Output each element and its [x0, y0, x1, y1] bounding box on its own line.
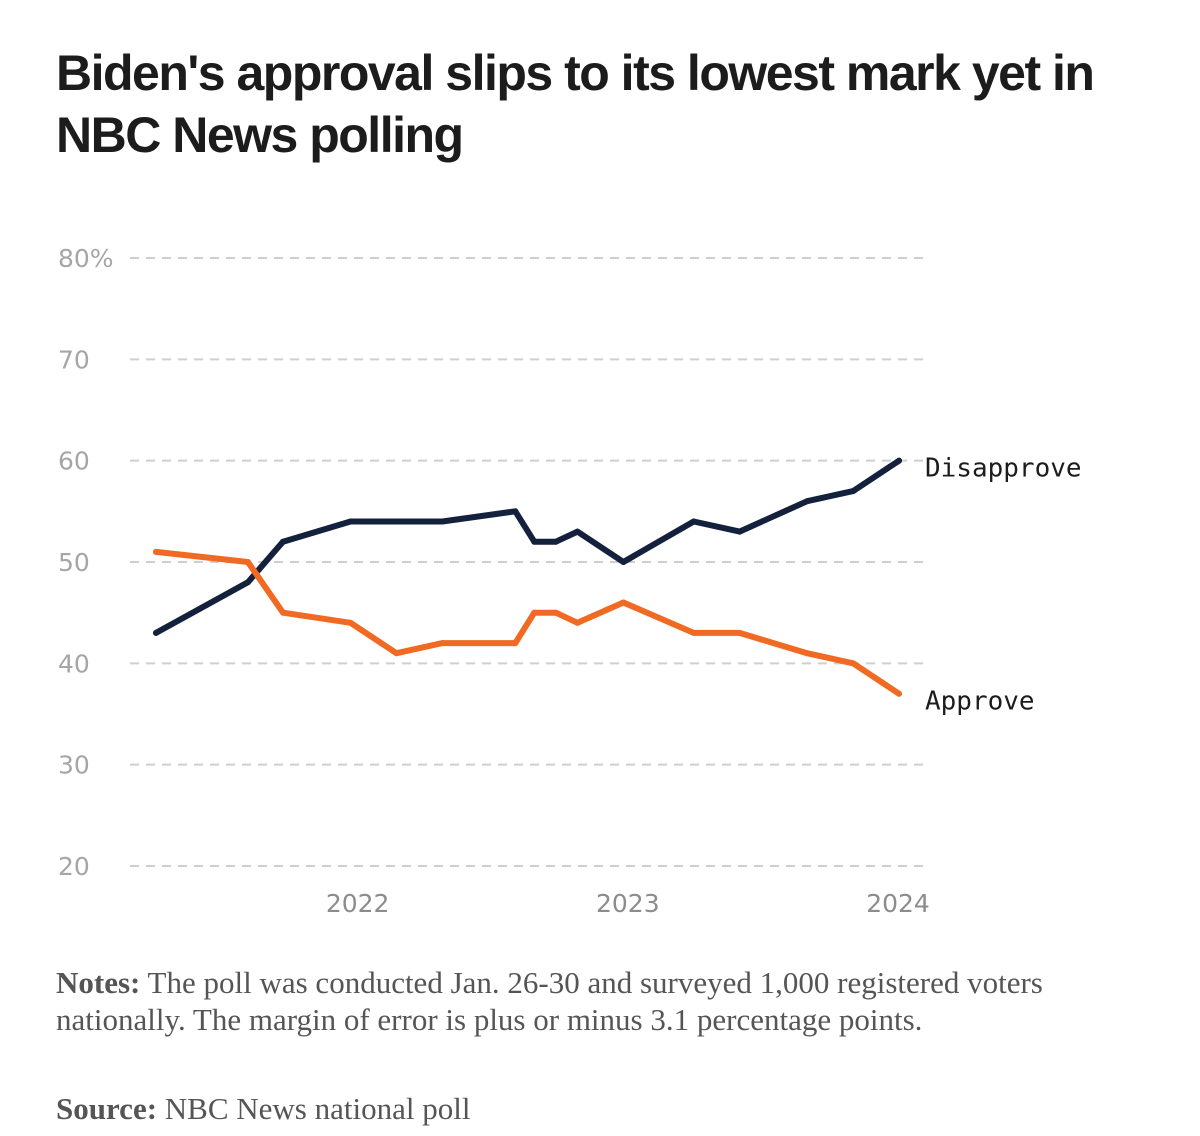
y-tick-label: 70	[58, 345, 90, 374]
y-tick-label: 60	[58, 447, 90, 476]
x-axis-ticks: 2022 2023 2024	[326, 889, 930, 918]
y-tick-label: 40	[58, 649, 90, 678]
chart-title: Biden's approval slips to its lowest mar…	[56, 45, 1095, 163]
approve-point-15	[896, 690, 902, 697]
line-chart: 20 30 40 50 60 70 80% 2022 2023 2024 Disapprove A…	[58, 244, 1082, 918]
disapprove-point-5	[512, 508, 519, 515]
disapprove-point-0	[153, 629, 159, 636]
approve-line	[153, 548, 902, 697]
disapprove-point-2	[279, 538, 286, 545]
chart-notes: Notes: The poll was conducted Jan. 26-30…	[56, 964, 1156, 1038]
approve-point-11	[690, 629, 697, 636]
disapprove-point-10	[690, 518, 697, 525]
approve-point-10	[620, 599, 627, 606]
disapprove-point-4	[439, 518, 446, 525]
approve-point-8	[552, 609, 559, 616]
x-tick-label: 2023	[596, 889, 660, 918]
approve-point-9	[574, 619, 581, 626]
approve-point-14	[850, 660, 857, 667]
disapprove-point-7	[552, 538, 559, 545]
x-tick-label: 2022	[326, 889, 390, 918]
approve-point-0	[153, 548, 159, 555]
approve-point-5	[439, 640, 446, 647]
approve-point-2	[279, 609, 286, 616]
source-text: NBC News national poll	[157, 1091, 471, 1126]
y-axis-ticks: 20 30 40 50 60 70 80%	[58, 244, 114, 881]
y-tick-label: 20	[58, 852, 90, 881]
disapprove-point-13	[850, 488, 857, 495]
approve-point-6	[512, 640, 519, 647]
disapprove-point-12	[804, 498, 811, 505]
approve-point-1	[244, 559, 251, 565]
approve-point-13	[804, 650, 811, 657]
disapprove-label: Disapprove	[925, 454, 1082, 484]
disapprove-point-11	[736, 528, 743, 535]
x-tick-label: 2024	[866, 889, 930, 918]
notes-label: Notes:	[56, 965, 141, 1000]
disapprove-point-1	[244, 579, 251, 586]
disapprove-point-6	[531, 538, 538, 545]
approve-point-3	[347, 619, 354, 626]
y-tick-label: 80%	[58, 244, 114, 273]
approve-point-7	[531, 609, 538, 616]
notes-text: The poll was conducted Jan. 26-30 and su…	[56, 965, 1043, 1037]
approve-label: Approve	[925, 687, 1035, 717]
chart-source: Source: NBC News national poll	[56, 1090, 1156, 1127]
disapprove-line	[153, 457, 902, 636]
disapprove-point-8	[574, 528, 581, 535]
approve-point-12	[736, 629, 743, 636]
gridlines	[130, 257, 924, 867]
series-labels: Disapprove Approve	[925, 454, 1082, 717]
series-lines	[153, 457, 902, 697]
disapprove-point-3	[347, 518, 354, 525]
approve-point-4	[393, 650, 400, 657]
y-tick-label: 30	[58, 751, 90, 780]
source-label: Source:	[56, 1091, 158, 1126]
disapprove-point-9	[620, 559, 627, 565]
y-tick-label: 50	[58, 548, 90, 577]
disapprove-point-14	[896, 457, 902, 464]
